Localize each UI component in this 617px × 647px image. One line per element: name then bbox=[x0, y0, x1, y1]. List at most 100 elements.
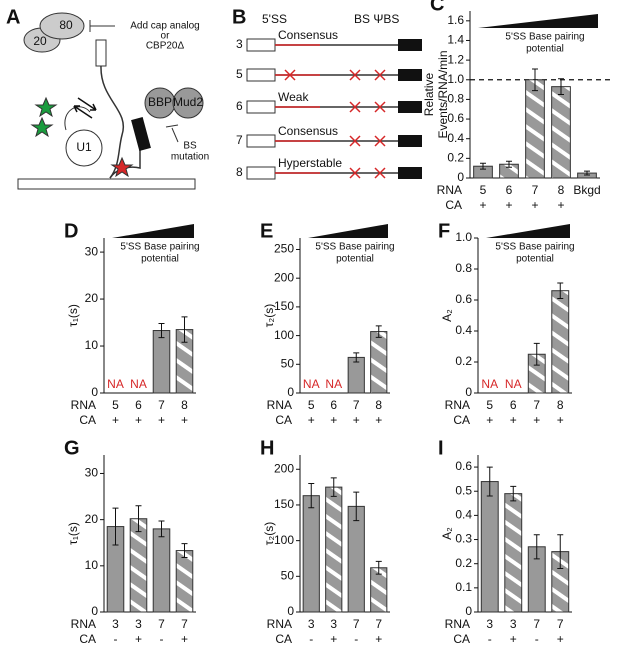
protein bbox=[172, 87, 204, 119]
exon bbox=[246, 166, 276, 180]
na-label: NA bbox=[303, 377, 320, 391]
ca-label: - bbox=[535, 632, 539, 646]
ca-label: + bbox=[308, 413, 315, 427]
na-label: NA bbox=[130, 377, 147, 391]
error-bar bbox=[353, 491, 360, 522]
error-bar bbox=[480, 162, 486, 170]
ca-label: + bbox=[531, 198, 538, 212]
ca-label: + bbox=[375, 413, 382, 427]
header: BS ΨBS bbox=[354, 12, 399, 26]
row-label: RNA bbox=[71, 617, 96, 631]
x-tick-label: Bkgd bbox=[573, 183, 600, 197]
bar bbox=[504, 493, 523, 613]
row-label: RNA bbox=[267, 398, 292, 412]
exon bbox=[398, 135, 422, 147]
y-tick-label: 1.0 bbox=[447, 72, 464, 86]
error-bar bbox=[330, 477, 337, 497]
y-tick-label: 50 bbox=[281, 568, 295, 582]
site-label: Consensus bbox=[278, 28, 338, 42]
note: Add cap analog bbox=[130, 21, 200, 32]
bar bbox=[175, 550, 194, 613]
row-label: CA bbox=[79, 413, 96, 427]
rna bbox=[100, 65, 125, 179]
exon bbox=[246, 134, 276, 148]
y-tick-label: 0.3 bbox=[455, 532, 472, 546]
loop bbox=[64, 106, 91, 131]
x-tick-label: 7 bbox=[557, 617, 564, 631]
bar bbox=[152, 528, 171, 613]
y-tick-label: 50 bbox=[281, 356, 295, 370]
error-bar bbox=[158, 520, 165, 538]
note: CBP20Δ bbox=[146, 41, 185, 52]
bar bbox=[347, 505, 365, 613]
row-label: 5 bbox=[236, 67, 243, 81]
y-axis-label: Relative bbox=[422, 73, 436, 117]
x-tick-label: 8 bbox=[375, 398, 382, 412]
x-tick-label: 8 bbox=[558, 183, 565, 197]
ca-label: + bbox=[510, 632, 517, 646]
ca-label: + bbox=[533, 413, 540, 427]
error-bar bbox=[158, 322, 165, 339]
annotation: 5'SS Base pairing bbox=[120, 242, 199, 253]
row-label: RNA bbox=[445, 617, 470, 631]
x-tick-label: 6 bbox=[510, 398, 517, 412]
annotation: 5'SS Base pairing bbox=[495, 242, 574, 253]
mutation bbox=[349, 101, 361, 113]
x-tick-label: 7 bbox=[158, 617, 165, 631]
x-tick-label: 7 bbox=[533, 617, 540, 631]
mutation bbox=[374, 135, 386, 147]
panel-label: G bbox=[64, 437, 80, 459]
row-label: 7 bbox=[236, 133, 243, 147]
y-tick-label: 0 bbox=[287, 604, 294, 618]
x-tick-label: 5 bbox=[112, 398, 119, 412]
y-tick-label: 0.8 bbox=[447, 92, 464, 106]
star bbox=[110, 156, 134, 178]
gradient-triangle bbox=[478, 14, 598, 28]
ca-label: + bbox=[486, 413, 493, 427]
site-label: Hyperstable bbox=[278, 156, 342, 170]
y-tick-label: 20 bbox=[85, 291, 99, 305]
ca-label: - bbox=[114, 632, 118, 646]
panel-label: D bbox=[64, 220, 78, 242]
error-bar bbox=[533, 342, 540, 366]
y-axis-label: τ₂(s) bbox=[262, 304, 276, 327]
ca-label: + bbox=[181, 632, 188, 646]
x-tick-label: 7 bbox=[353, 617, 360, 631]
ca-label: + bbox=[505, 198, 512, 212]
y-tick-label: 100 bbox=[274, 533, 294, 547]
ca-label: - bbox=[354, 632, 358, 646]
y-tick-label: 0.6 bbox=[447, 111, 464, 125]
x-tick-label: 3 bbox=[486, 617, 493, 631]
bar bbox=[302, 495, 320, 613]
error-bar bbox=[506, 160, 512, 168]
y-tick-label: 0.4 bbox=[455, 508, 472, 522]
annotation: 5'SS Base pairing bbox=[315, 242, 394, 253]
ca-label: + bbox=[330, 413, 337, 427]
y-tick-label: 0.1 bbox=[455, 580, 472, 594]
row-label: CA bbox=[453, 413, 470, 427]
x-tick-label: 5 bbox=[486, 398, 493, 412]
x-tick-label: 5 bbox=[308, 398, 315, 412]
y-tick-label: 1.0 bbox=[455, 230, 472, 244]
row-label: RNA bbox=[71, 398, 96, 412]
error-bar bbox=[532, 68, 538, 92]
exon bbox=[398, 69, 422, 81]
star bbox=[30, 116, 54, 138]
y-tick-label: 0.5 bbox=[455, 483, 472, 497]
ca-label: + bbox=[181, 413, 188, 427]
header: 5'SS bbox=[262, 12, 287, 26]
x-tick-label: 3 bbox=[112, 617, 119, 631]
x-tick-label: 6 bbox=[135, 398, 142, 412]
row-label: RNA bbox=[445, 398, 470, 412]
ca-label: + bbox=[330, 632, 337, 646]
na-label: NA bbox=[505, 377, 522, 391]
error-bar bbox=[353, 352, 360, 363]
y-tick-label: 0 bbox=[465, 385, 472, 399]
y-tick-label: 1.2 bbox=[447, 52, 464, 66]
row-label: CA bbox=[275, 632, 292, 646]
error-bar bbox=[135, 505, 142, 533]
ca-label: + bbox=[135, 413, 142, 427]
annotation: potential bbox=[526, 44, 564, 55]
panel-label: E bbox=[260, 220, 273, 242]
note: or bbox=[161, 31, 171, 42]
